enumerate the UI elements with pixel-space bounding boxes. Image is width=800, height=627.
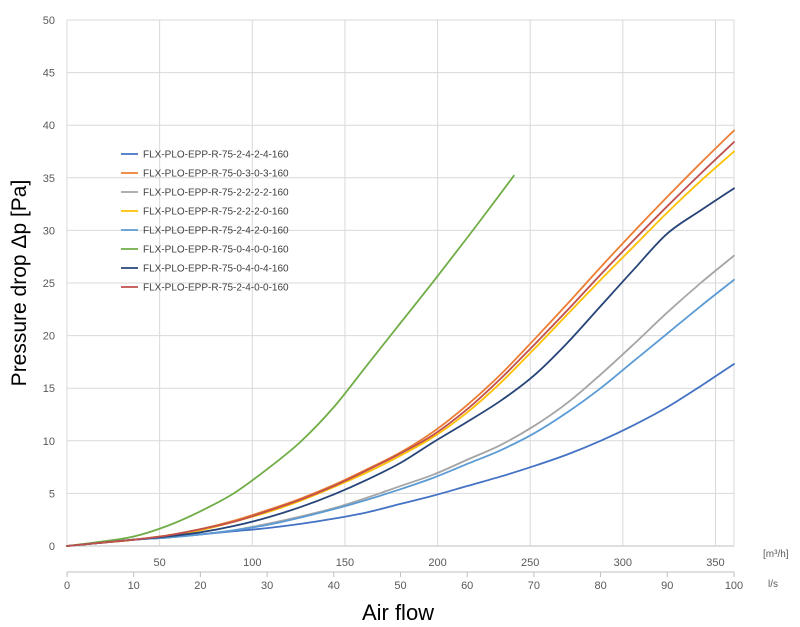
x2-tick-label: 200 (428, 557, 446, 569)
x-tick-label: 20 (194, 580, 206, 592)
series-line-7 (66, 187, 735, 547)
x2-tick-label: 50 (154, 557, 166, 569)
legend-label: FLX-PLO-EPP-R-75-0-4-0-4-160 (143, 264, 289, 275)
x2-tick-label: 350 (706, 557, 724, 569)
x-tick-label: 100 (725, 580, 743, 592)
x-unit-label: l/s (768, 579, 778, 590)
y-tick-label: 25 (43, 278, 55, 290)
legend-label: FLX-PLO-EPP-R-75-0-3-0-3-160 (143, 169, 289, 180)
legend-label: FLX-PLO-EPP-R-75-2-2-2-0-160 (143, 207, 289, 218)
y-tick-label: 15 (43, 383, 55, 395)
x2-tick-label: 250 (521, 557, 539, 569)
y-axis-title: Pressure drop Δp [Pa] (8, 180, 31, 387)
legend-label: FLX-PLO-EPP-R-75-2-4-0-0-160 (143, 283, 289, 294)
x-tick-label: 90 (661, 580, 673, 592)
legend-label: FLX-PLO-EPP-R-75-2-4-2-4-160 (143, 150, 289, 161)
x-tick-label: 30 (261, 580, 273, 592)
series-line-5 (66, 278, 735, 547)
chart-legend: FLX-PLO-EPP-R-75-2-4-2-4-160 FLX-PLO-EPP-… (121, 150, 289, 294)
legend-label: FLX-PLO-EPP-R-75-0-4-0-0-160 (143, 245, 289, 256)
chart-grid (66, 19, 735, 547)
y-tick-label: 5 (49, 488, 55, 500)
x-tick-label: 10 (128, 580, 140, 592)
x-axis-title: Air flow (362, 600, 434, 625)
x2-tick-label: 300 (614, 557, 632, 569)
y-tick-label: 20 (43, 331, 55, 343)
y-tick-label: 45 (43, 68, 55, 80)
legend-label: FLX-PLO-EPP-R-75-2-4-2-0-160 (143, 226, 289, 237)
x-tick-label: 60 (461, 580, 473, 592)
series-line-8 (66, 141, 735, 547)
x-tick-label: 70 (528, 580, 540, 592)
legend-label: FLX-PLO-EPP-R-75-2-2-2-2-160 (143, 188, 289, 199)
x2-tick-label: 150 (336, 557, 354, 569)
series-layer (66, 129, 735, 547)
series-line-3 (66, 254, 735, 547)
x-tick-label: 0 (64, 580, 70, 592)
x-tick-label: 80 (594, 580, 606, 592)
x-tick-label: 40 (328, 580, 340, 592)
y-tick-label: 10 (43, 436, 55, 448)
x2-tick-label: 100 (243, 557, 261, 569)
y-tick-label: 0 (49, 541, 55, 553)
x2-unit-label: [m³/h] (763, 549, 789, 560)
x-tick-label: 50 (394, 580, 406, 592)
series-line-6 (66, 174, 515, 547)
y-tick-label: 30 (43, 225, 55, 237)
y-tick-label: 40 (43, 120, 55, 132)
y-tick-label: 50 (43, 15, 55, 27)
y-tick-label: 35 (43, 173, 55, 185)
